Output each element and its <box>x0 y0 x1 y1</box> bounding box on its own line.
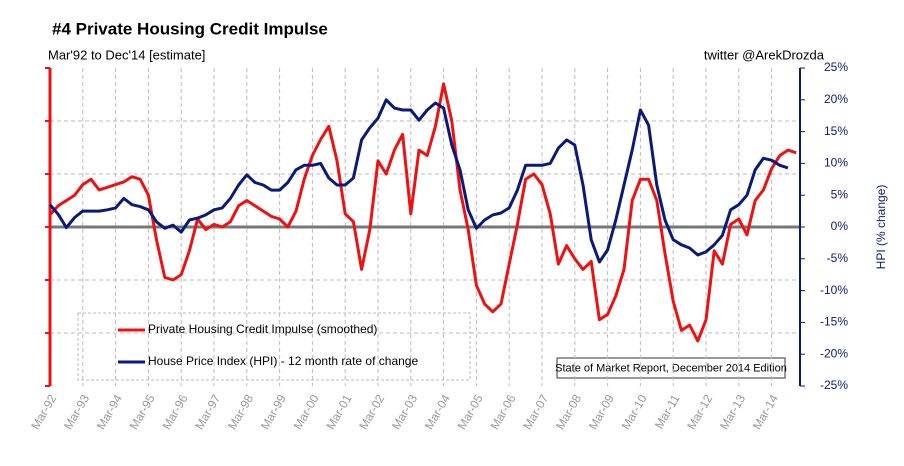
x-tick-label: Mar-13 <box>717 392 748 432</box>
x-tick-label: Mar-92 <box>28 392 59 432</box>
legend-label: Private Housing Credit Impulse (smoothed… <box>148 322 377 336</box>
x-tick-label: Mar-98 <box>225 392 256 432</box>
x-tick-label: Mar-96 <box>159 392 190 432</box>
y2-tick-label: -10% <box>820 283 848 297</box>
legend-label: House Price Index (HPI) - 12 month rate … <box>148 354 418 368</box>
x-tick-label: Mar-08 <box>553 392 584 432</box>
x-tick-label: Mar-94 <box>94 392 125 432</box>
x-tick-label: Mar-10 <box>619 392 650 432</box>
y2-tick-label: -20% <box>820 346 848 360</box>
y2-axis-label: HPI (% change) <box>874 185 888 270</box>
y2-tick-label: -15% <box>820 315 848 329</box>
series-line <box>48 98 789 264</box>
y2-tick-label: 15% <box>824 124 848 138</box>
x-tick-label: Mar-93 <box>61 392 92 432</box>
y2-tick-label: 5% <box>831 187 849 201</box>
x-tick-label: Mar-03 <box>389 392 420 432</box>
x-tick-label: Mar-97 <box>192 392 223 432</box>
y2-tick-label: 10% <box>824 156 848 170</box>
y2-tick-label: -25% <box>820 378 848 392</box>
y2-tick-label: -5% <box>827 251 849 265</box>
x-tick-label: Mar-00 <box>291 392 322 432</box>
x-tick-label: Mar-04 <box>422 392 453 432</box>
x-tick-label: Mar-12 <box>684 392 715 432</box>
series-line <box>48 82 797 343</box>
x-tick-label: Mar-99 <box>258 392 289 432</box>
legend-box <box>77 312 471 381</box>
x-tick-label: Mar-07 <box>520 392 551 432</box>
x-tick-label: Mar-95 <box>127 392 158 432</box>
source: twitter @ArekDrozda <box>704 47 825 62</box>
annotation-box <box>556 357 786 379</box>
x-tick-label: Mar-02 <box>356 392 387 432</box>
y2-tick-label: 20% <box>824 92 848 106</box>
y2-tick-label: 25% <box>824 60 848 74</box>
x-tick-label: Mar-05 <box>455 392 486 432</box>
x-tick-label: Mar-11 <box>652 392 683 431</box>
x-tick-label: Mar-01 <box>323 392 354 432</box>
chart-title: #4 Private Housing Credit Impulse <box>52 19 328 38</box>
x-tick-label: Mar-06 <box>487 392 518 432</box>
y2-tick-label: 0% <box>831 219 849 233</box>
subtitle: Mar'92 to Dec'14 [estimate] <box>48 47 205 62</box>
annotation: State of Market Report, December 2014 Ed… <box>555 362 787 374</box>
x-tick-label: Mar-09 <box>586 392 617 432</box>
x-tick-label: Mar-14 <box>750 392 781 432</box>
